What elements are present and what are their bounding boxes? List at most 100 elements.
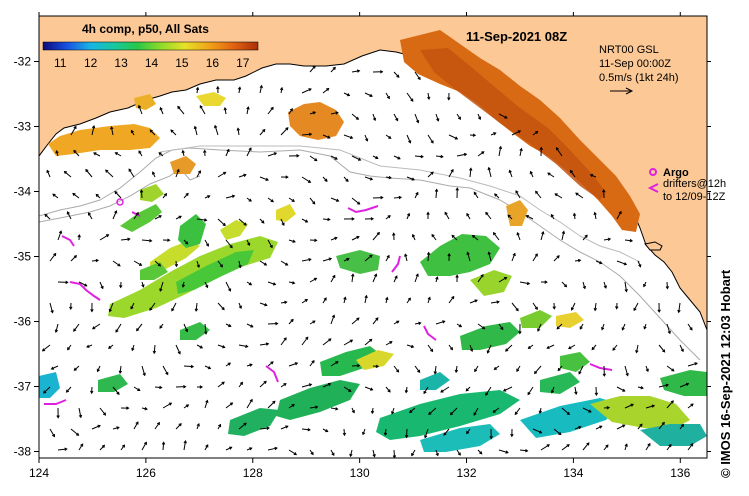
current-vectors <box>41 65 698 458</box>
current-vector <box>183 364 195 369</box>
current-vector <box>582 442 590 451</box>
current-vector <box>105 169 114 178</box>
drifter-track <box>391 255 401 273</box>
current-vector <box>193 125 198 136</box>
current-vector <box>527 386 534 396</box>
current-vector <box>364 338 373 346</box>
current-vector <box>183 192 189 199</box>
current-vector <box>73 323 80 332</box>
current-vector <box>280 260 289 266</box>
current-vector <box>364 217 375 221</box>
current-vector <box>322 217 331 222</box>
current-vector <box>162 365 169 376</box>
current-vector <box>159 106 164 115</box>
current-vector <box>162 238 171 242</box>
current-vector <box>494 193 500 199</box>
current-vector <box>280 300 288 305</box>
current-vector <box>532 302 538 310</box>
current-vector <box>351 317 360 325</box>
current-vector <box>309 111 317 115</box>
current-vector <box>519 147 523 157</box>
current-vector <box>594 386 599 396</box>
current-vector <box>435 449 439 457</box>
current-vector <box>511 252 516 262</box>
current-vector <box>120 237 131 241</box>
sst-streak-15b <box>660 370 707 396</box>
current-vector <box>301 299 309 304</box>
current-vector <box>288 362 299 367</box>
current-vector <box>175 423 182 430</box>
sst-streak-3 <box>120 204 162 232</box>
current-vector <box>511 130 522 136</box>
drifter-track <box>347 205 379 214</box>
current-vector <box>216 85 220 94</box>
current-vector <box>161 441 166 451</box>
current-vector <box>181 281 186 288</box>
current-vector <box>552 302 556 310</box>
current-vector <box>465 386 471 392</box>
current-vector <box>322 257 333 262</box>
current-vector <box>112 426 120 430</box>
current-vector <box>658 344 666 353</box>
sst-streak-15 <box>590 396 690 430</box>
current-vector <box>615 302 619 310</box>
current-vector <box>364 176 374 181</box>
current-vector <box>516 231 521 241</box>
current-vector <box>217 302 225 311</box>
current-vector <box>540 444 550 451</box>
current-vector <box>537 323 542 332</box>
current-vector <box>435 276 439 283</box>
sst-patch-warm-mid <box>288 102 344 140</box>
current-vector <box>120 406 130 410</box>
current-vector <box>43 386 51 394</box>
current-vector <box>601 323 605 331</box>
current-vector <box>414 365 421 373</box>
current-vector <box>498 276 508 283</box>
current-vector <box>477 449 483 455</box>
current-vector <box>431 233 437 241</box>
current-vector <box>540 280 548 284</box>
current-vector <box>99 234 110 241</box>
current-vector <box>70 428 80 436</box>
current-vector <box>385 92 390 100</box>
current-vector <box>507 214 513 220</box>
current-vector <box>267 361 274 367</box>
current-vector <box>538 407 542 414</box>
current-vector <box>246 197 252 202</box>
current-vector <box>238 422 247 430</box>
current-vector <box>238 344 249 348</box>
current-vector <box>183 440 187 451</box>
current-vector <box>616 386 626 392</box>
current-vector <box>139 189 144 199</box>
current-vector <box>456 113 461 120</box>
current-vector <box>351 113 360 120</box>
credit-text: © IMOS 16-Sep-2021 12:03 Hobart <box>718 269 733 478</box>
current-vector <box>666 365 675 372</box>
current-vector <box>91 424 101 430</box>
current-vector <box>141 238 153 243</box>
sst-streak-17 <box>540 372 580 394</box>
current-vector <box>309 405 319 409</box>
current-vector <box>624 403 634 409</box>
current-vector <box>477 323 486 330</box>
colorbar-tick-label: 16 <box>206 56 220 70</box>
current-vector <box>535 190 542 199</box>
current-vector <box>204 444 209 451</box>
current-vector <box>643 323 647 330</box>
current-vector <box>469 299 478 304</box>
current-vector <box>267 400 276 409</box>
current-vector <box>449 407 458 416</box>
current-vector <box>183 323 189 333</box>
current-vector <box>138 150 143 157</box>
current-vector <box>602 188 606 199</box>
current-vector <box>246 281 253 286</box>
current-vector <box>393 275 398 283</box>
current-vector <box>204 281 209 289</box>
current-vector <box>393 155 401 160</box>
colorbar-tick-label: 12 <box>84 56 98 70</box>
current-vector <box>427 92 431 101</box>
current-vector <box>280 337 287 346</box>
current-vector <box>49 302 54 314</box>
current-vector <box>322 297 327 304</box>
current-vector <box>385 386 391 393</box>
